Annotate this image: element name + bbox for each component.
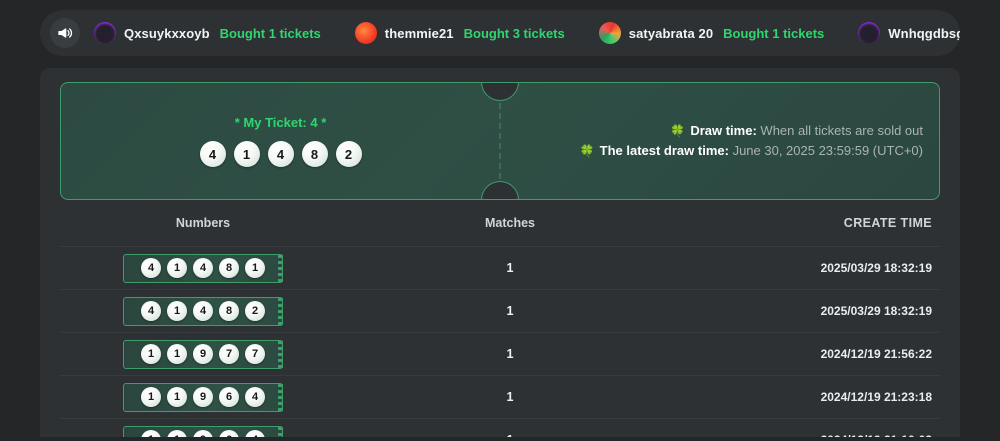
ticker-action: Bought 1 tickets xyxy=(723,25,825,41)
row-numbers-cell: 4 1 4 8 1 xyxy=(68,253,338,283)
number-ball: 7 xyxy=(219,344,239,364)
number-ball: 8 xyxy=(219,258,239,278)
ticker-action: Bought 3 tickets xyxy=(463,25,565,41)
list-item[interactable]: satyabrata 20 Bought 1 tickets xyxy=(598,22,825,44)
ticker-action: Bought 1 tickets xyxy=(219,25,321,41)
column-header-matches: Matches xyxy=(484,216,536,230)
row-matches-cell: 1 xyxy=(338,433,682,437)
leaf-icon: 🍀 xyxy=(670,124,686,138)
latest-draw-value: June 30, 2025 23:59:59 (UTC+0) xyxy=(732,143,923,158)
draw-time-label: Draw time: xyxy=(690,123,757,138)
number-ball: 1 xyxy=(141,387,161,407)
number-ball: 4 xyxy=(267,141,294,167)
ticket-hero-card: * My Ticket: 4 * 4 1 4 8 2 🍀 Draw time: W… xyxy=(60,82,940,200)
number-ball: 2 xyxy=(335,141,362,167)
ticker-item-list: Qxsuykxxoyb Bought 1 tickets themmie21 B… xyxy=(94,22,960,44)
number-ball: 1 xyxy=(245,258,265,278)
column-header-numbers: Numbers xyxy=(175,216,231,230)
avatar xyxy=(354,22,377,44)
my-ticket-label: * My Ticket: 4 * xyxy=(234,115,327,130)
row-matches-cell: 1 xyxy=(506,347,514,361)
row-matches-cell: 1 xyxy=(506,261,514,275)
table-header: Numbers Matches CREATE TIME xyxy=(60,200,940,246)
ticker-username: Wnhqgdbsgwb xyxy=(888,25,960,41)
list-item[interactable]: Wnhqgdbsgwb Bought 2 tickets xyxy=(858,22,960,44)
avatar xyxy=(94,22,116,44)
ticket-stub: 4 1 4 8 1 xyxy=(123,253,283,283)
list-item[interactable]: themmie21 Bought 3 tickets xyxy=(354,22,565,44)
ticker-username: themmie21 xyxy=(384,25,454,41)
purchase-ticker-bar: Qxsuykxxoyb Bought 1 tickets themmie21 B… xyxy=(40,10,960,56)
list-item[interactable]: Qxsuykxxoyb Bought 1 tickets xyxy=(94,22,321,44)
table-row[interactable]: 1 1 9 6 4 1 2024/12/19 21:10:02 xyxy=(60,418,940,437)
number-ball: 4 xyxy=(141,258,161,278)
number-ball: 6 xyxy=(219,387,239,407)
lottery-page: Qxsuykxxoyb Bought 1 tickets themmie21 B… xyxy=(0,10,1000,441)
column-header-create-time: CREATE TIME xyxy=(843,216,932,230)
number-ball: 7 xyxy=(245,344,265,364)
table-row[interactable]: 4 1 4 8 2 1 2025/03/29 18:32:19 xyxy=(60,289,940,332)
row-matches-cell: 1 xyxy=(506,304,514,318)
latest-draw-time-row: 🍀 The latest draw time: June 30, 2025 23:… xyxy=(580,141,923,161)
number-ball: 1 xyxy=(167,430,187,437)
ticket-stub: 4 1 4 8 2 xyxy=(123,296,283,326)
table-row[interactable]: 1 1 9 7 7 1 2024/12/19 21:56:22 xyxy=(60,332,940,375)
number-ball: 1 xyxy=(167,301,187,321)
main-panel: * My Ticket: 4 * 4 1 4 8 2 🍀 Draw time: W… xyxy=(40,68,960,437)
number-ball: 1 xyxy=(233,141,260,167)
number-ball: 4 xyxy=(199,141,226,167)
avatar xyxy=(598,22,621,44)
row-create-time-cell: 2024/12/19 21:10:02 xyxy=(682,433,932,437)
ticket-perforation xyxy=(499,103,501,179)
number-ball: 9 xyxy=(193,344,213,364)
table-row[interactable]: 4 1 4 8 1 1 2025/03/29 18:32:19 xyxy=(60,246,940,289)
leaf-icon: 🍀 xyxy=(579,144,595,158)
number-ball: 2 xyxy=(245,301,265,321)
number-ball: 8 xyxy=(301,141,328,167)
number-ball: 4 xyxy=(141,301,161,321)
table-row[interactable]: 1 1 9 6 4 1 2024/12/19 21:23:18 xyxy=(60,375,940,418)
draw-time-value: When all tickets are sold out xyxy=(760,123,923,138)
row-create-time-cell: 2024/12/19 21:23:18 xyxy=(820,390,932,404)
ticket-stub: 1 1 9 6 4 xyxy=(123,382,283,412)
number-ball: 1 xyxy=(141,344,161,364)
number-ball: 1 xyxy=(167,387,187,407)
ticket-stub: 1 1 9 7 7 xyxy=(123,339,283,369)
number-ball: 9 xyxy=(193,430,213,437)
row-create-time-cell: 2024/12/19 21:56:22 xyxy=(820,347,932,361)
number-ball: 1 xyxy=(167,344,187,364)
draw-time-row: 🍀 Draw time: When all tickets are sold ou… xyxy=(670,121,923,141)
ticket-history-table: 4 1 4 8 1 1 2025/03/29 18:32:19 4 1 4 xyxy=(60,246,940,437)
row-create-time-cell: 2025/03/29 18:32:19 xyxy=(820,304,932,318)
number-ball: 1 xyxy=(141,430,161,437)
draw-info-section: 🍀 Draw time: When all tickets are sold ou… xyxy=(500,83,939,199)
number-ball: 4 xyxy=(193,258,213,278)
row-numbers-cell: 1 1 9 6 4 xyxy=(68,382,338,412)
number-ball: 8 xyxy=(219,301,239,321)
row-numbers-cell: 4 1 4 8 2 xyxy=(68,296,338,326)
ticker-username: Qxsuykxxoyb xyxy=(124,25,210,41)
row-numbers-cell: 1 1 9 7 7 xyxy=(68,339,338,369)
number-ball: 1 xyxy=(167,258,187,278)
number-ball: 4 xyxy=(245,430,265,437)
megaphone-icon xyxy=(50,18,80,48)
ticket-stub: 1 1 9 6 4 xyxy=(123,425,283,437)
row-create-time-cell: 2025/03/29 18:32:19 xyxy=(820,261,932,275)
number-ball: 6 xyxy=(219,430,239,437)
ticker-username: satyabrata 20 xyxy=(628,25,714,41)
number-ball: 4 xyxy=(245,387,265,407)
my-ticket-section: * My Ticket: 4 * 4 1 4 8 2 xyxy=(61,83,500,199)
my-ticket-numbers: 4 1 4 8 2 xyxy=(199,141,362,167)
number-ball: 9 xyxy=(193,387,213,407)
row-matches-cell: 1 xyxy=(506,390,514,404)
row-numbers-cell: 1 1 9 6 4 xyxy=(68,425,338,437)
number-ball: 4 xyxy=(193,301,213,321)
latest-draw-label: The latest draw time: xyxy=(599,143,729,158)
avatar xyxy=(858,22,881,44)
